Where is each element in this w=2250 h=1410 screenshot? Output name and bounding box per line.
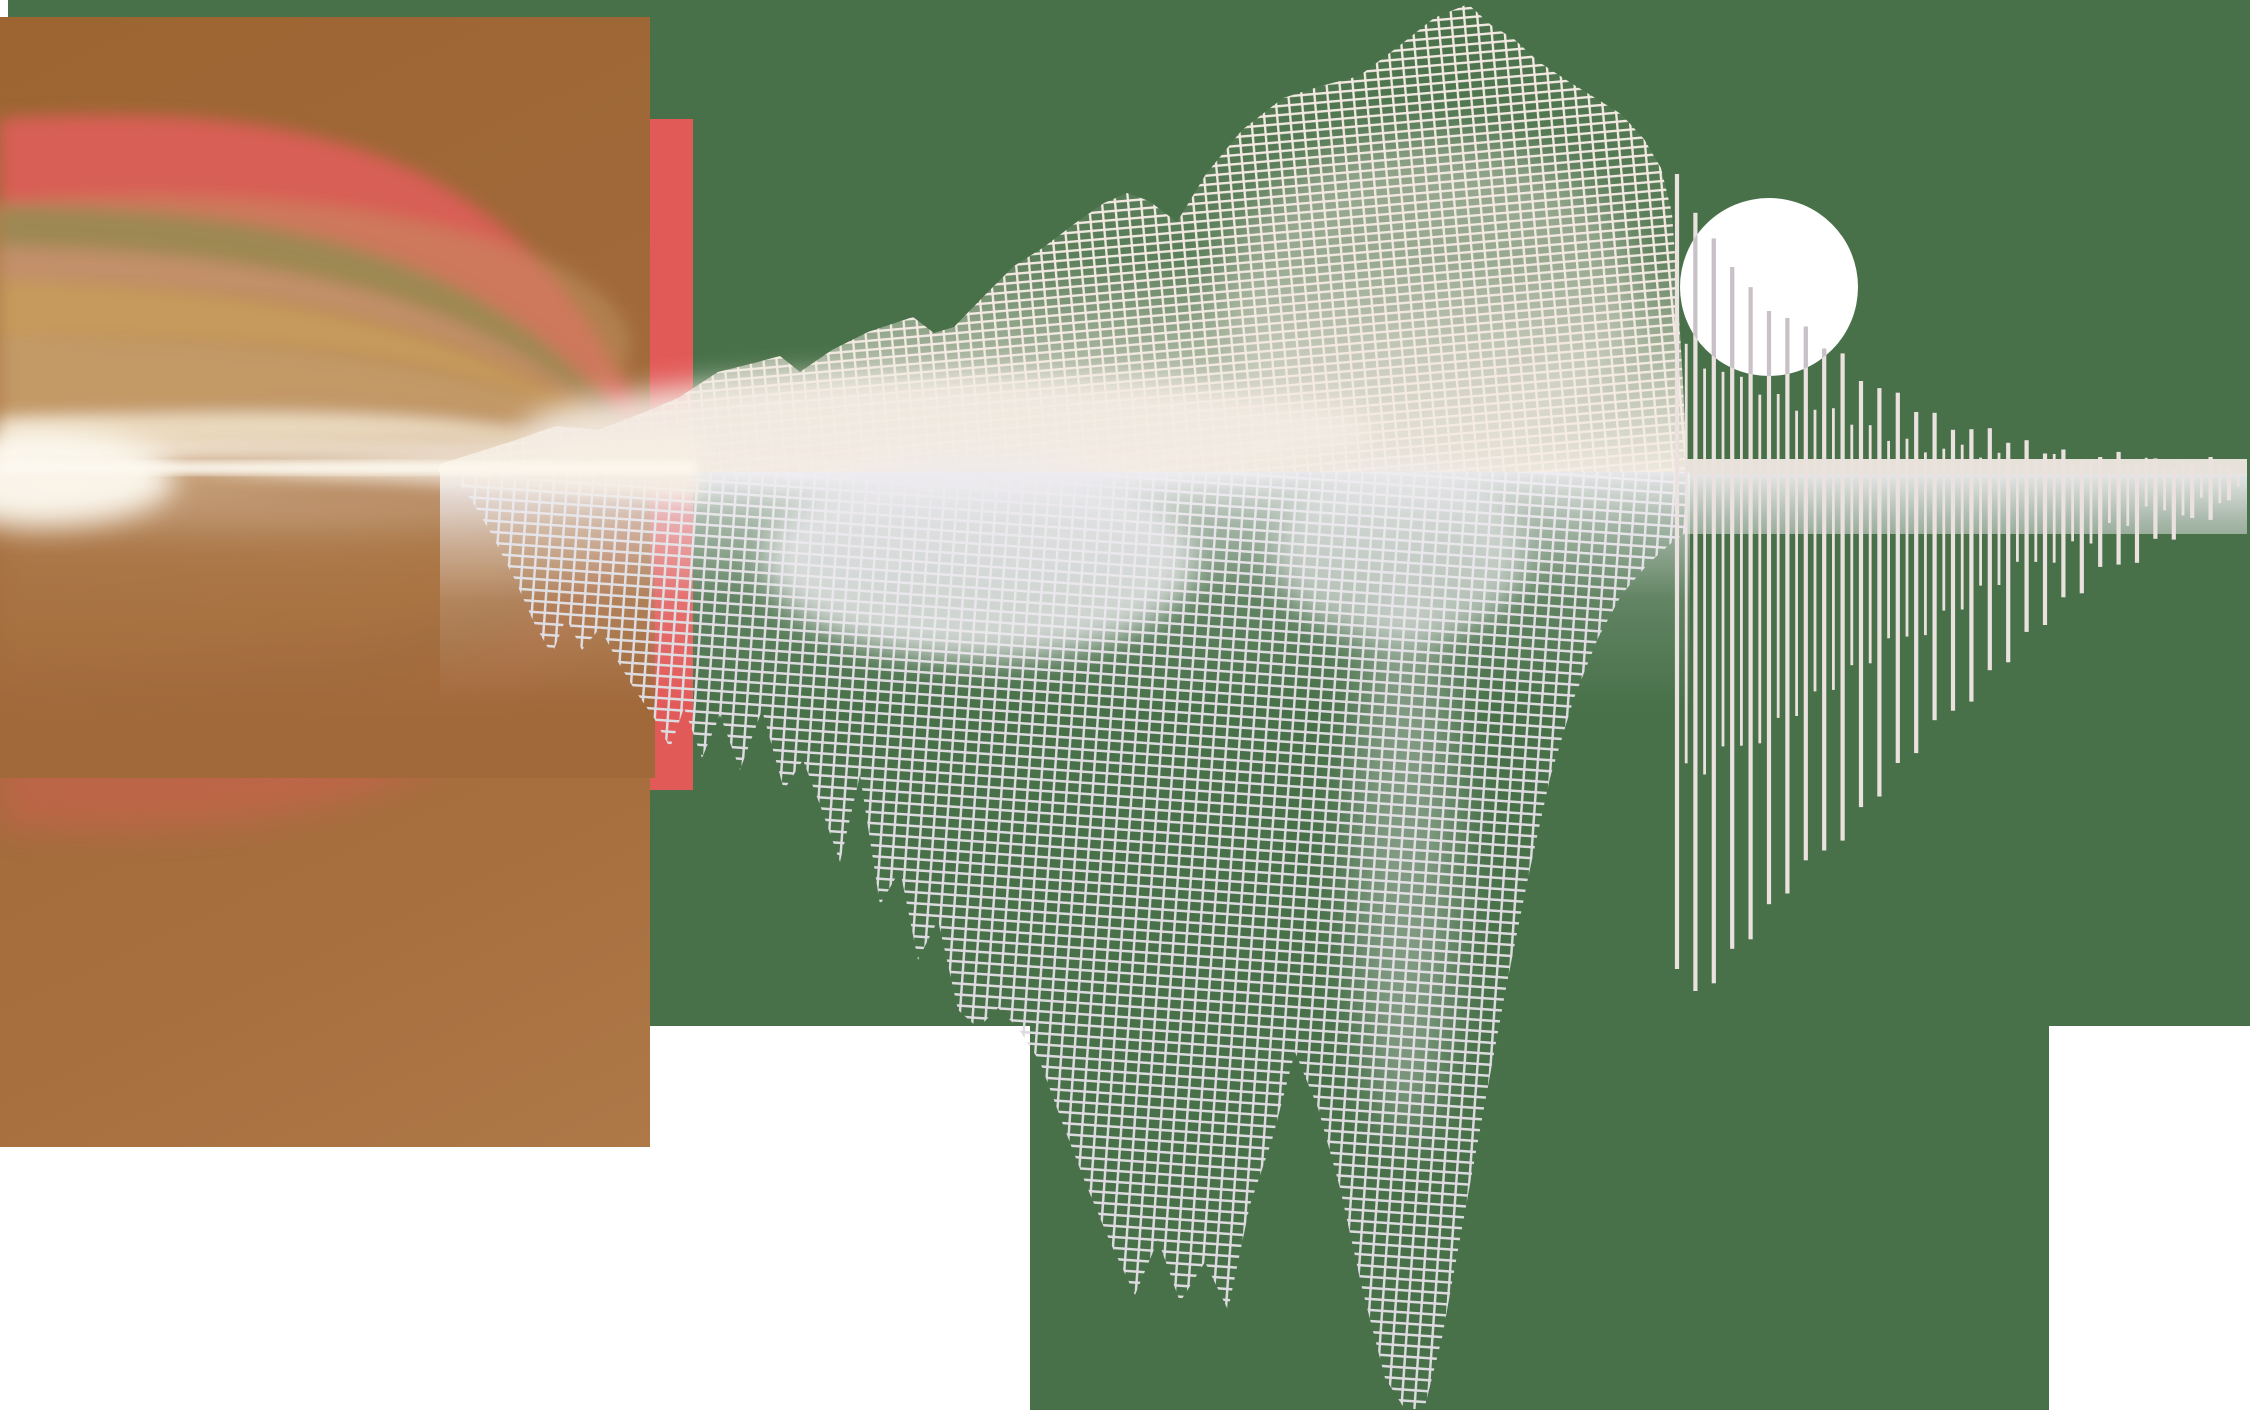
mountain-mesh: [438, 4, 1687, 490]
moon-disk: [1680, 198, 1858, 376]
mountain-reflection-mesh: [440, 460, 1690, 1410]
massif-density-glow: [1220, 140, 1640, 460]
horizon-line-left: [0, 462, 695, 474]
reflection-spike-streak: [1353, 560, 1457, 1140]
bars-above-horizon: [1674, 174, 2232, 475]
bars-below-horizon: [1674, 474, 2240, 991]
reflection-density-blob-left: [765, 460, 1195, 660]
flame-band-cream: [0, 411, 660, 468]
horizon-glow-left-edge: [0, 430, 175, 526]
reflection-density-blob-right: [1275, 467, 1525, 643]
horizon-band-right: [1687, 459, 2247, 474]
flame-gradient-bands: [0, 114, 690, 495]
mountain-base-mist: [520, 374, 1380, 490]
